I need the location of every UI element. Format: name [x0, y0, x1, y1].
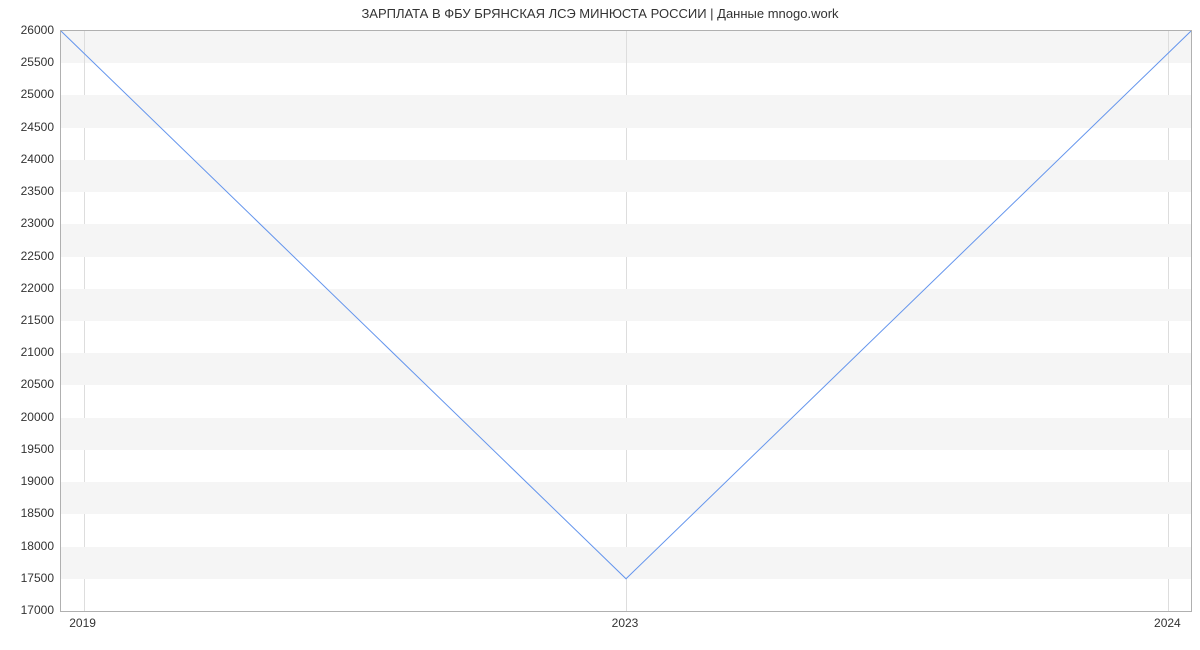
x-tick-label: 2023 — [612, 616, 639, 630]
x-tick-label: 2024 — [1154, 616, 1181, 630]
y-tick-label: 23000 — [4, 216, 54, 230]
y-tick-label: 17500 — [4, 571, 54, 585]
y-tick-label: 17000 — [4, 603, 54, 617]
y-tick-label: 26000 — [4, 23, 54, 37]
y-tick-label: 24500 — [4, 120, 54, 134]
y-tick-label: 20500 — [4, 377, 54, 391]
y-tick-label: 20000 — [4, 410, 54, 424]
y-tick-label: 24000 — [4, 152, 54, 166]
y-tick-label: 19500 — [4, 442, 54, 456]
y-tick-label: 21000 — [4, 345, 54, 359]
salary-chart: ЗАРПЛАТА В ФБУ БРЯНСКАЯ ЛСЭ МИНЮСТА РОСС… — [0, 0, 1200, 650]
y-tick-label: 19000 — [4, 474, 54, 488]
plot-area — [60, 30, 1192, 612]
y-tick-label: 21500 — [4, 313, 54, 327]
y-tick-label: 18000 — [4, 539, 54, 553]
y-tick-label: 18500 — [4, 506, 54, 520]
y-tick-label: 22000 — [4, 281, 54, 295]
y-tick-label: 23500 — [4, 184, 54, 198]
chart-title: ЗАРПЛАТА В ФБУ БРЯНСКАЯ ЛСЭ МИНЮСТА РОСС… — [0, 6, 1200, 21]
line-series — [61, 31, 1191, 611]
y-tick-label: 25500 — [4, 55, 54, 69]
y-tick-label: 22500 — [4, 249, 54, 263]
x-tick-label: 2019 — [69, 616, 96, 630]
y-tick-label: 25000 — [4, 87, 54, 101]
